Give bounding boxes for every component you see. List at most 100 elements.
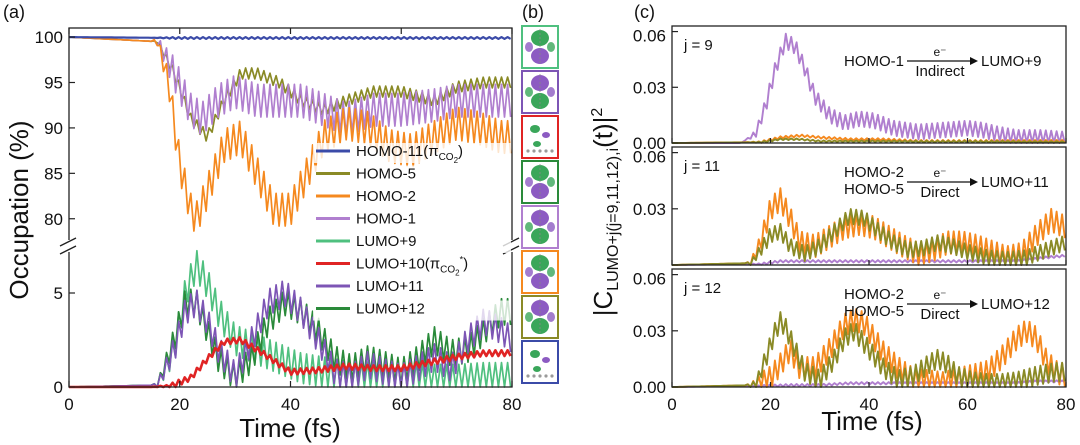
x-tick-label: 60 <box>392 395 411 414</box>
orbital-lobe <box>547 177 555 187</box>
series-line-homo5 <box>671 208 1066 266</box>
orbital-lobe <box>525 312 533 322</box>
legend-text: LUMO+10(π <box>356 256 440 273</box>
transfer-arrowhead <box>970 57 978 65</box>
orbital-lobe <box>531 93 549 109</box>
x-tick-label: 40 <box>281 395 300 414</box>
y-tick-label: 5 <box>54 284 63 303</box>
orbital-lobe <box>547 222 555 232</box>
legend-text: HOMO-2 <box>356 188 416 205</box>
orbital-lumo10 <box>521 115 559 159</box>
transfer-arrowhead <box>970 178 978 186</box>
x-tick-label: 0 <box>64 395 73 414</box>
legend-backdrop <box>313 255 511 276</box>
legend-label-lumo11: LUMO+11 <box>356 278 424 295</box>
legend-subscript: CO <box>439 152 454 163</box>
subpanel-1-annotation: j = 9 HOMO-1 e⁻ Indirect LUMO+9 <box>683 37 1041 80</box>
atom-dot <box>532 374 536 378</box>
legend-backdrop <box>313 188 511 208</box>
orbital-lobe <box>531 273 549 289</box>
series-line-homo11 <box>69 36 512 40</box>
from-orbital-label: HOMO-1 <box>844 53 904 70</box>
subpanel-2-series <box>671 187 1066 266</box>
x-tick-label: 80 <box>503 395 522 414</box>
orbital-lumo9 <box>521 25 559 69</box>
y-tick-label: 0.06 <box>633 148 666 167</box>
legend-backdrop <box>313 233 511 253</box>
panel-c-y-label-suffix: (t)| <box>588 117 618 148</box>
orbital-lobe <box>547 42 555 52</box>
orbital-lobe <box>525 42 533 52</box>
panel-c-x-axis-label: Time (fs) <box>821 406 923 436</box>
y-tick-label: 0 <box>54 378 63 397</box>
legend-label-lumo9: LUMO+9 <box>356 233 416 250</box>
panel-label-c: (c) <box>634 2 655 22</box>
y-tick-label: 0.00 <box>633 378 666 397</box>
y-tick-label: 0.03 <box>633 322 666 341</box>
from-orbital-label: HOMO-5 <box>844 181 904 198</box>
orbital-homo2 <box>521 250 559 294</box>
orbital-lobe <box>547 312 555 322</box>
legend-text: LUMO+12 <box>356 301 425 318</box>
series-line-homo1 <box>672 32 1066 144</box>
from-orbital-label: HOMO-5 <box>844 303 904 320</box>
legend-backdrop <box>313 143 511 163</box>
legend-backdrop <box>313 210 511 231</box>
orbital-lobe <box>542 132 550 138</box>
orbital-lobe <box>525 87 533 97</box>
orbital-lobe <box>533 366 541 372</box>
legend-text: HOMO-1 <box>356 211 416 228</box>
mechanism-label: Direct <box>920 184 960 201</box>
y-tick-label: 100 <box>35 28 63 47</box>
panel-label-a: (a) <box>3 2 25 22</box>
atom-dot <box>544 374 548 378</box>
j-label: j = 12 <box>683 280 721 297</box>
legend-backdrop <box>313 300 511 321</box>
from-orbital-label: HOMO-2 <box>844 164 904 181</box>
panel-a-ticks: 0 20 40 60 80 80 85 90 95 100 0 5 <box>35 28 522 414</box>
x-tick-label: 60 <box>958 395 977 414</box>
y-tick-label: 90 <box>44 119 63 138</box>
subpanel-3-series <box>671 308 1066 388</box>
atom-dot <box>538 149 542 153</box>
y-tick-label: 0.06 <box>633 27 666 46</box>
legend-subscript-2: 2 <box>455 269 460 278</box>
series-line-homo5 <box>68 36 512 142</box>
to-orbital-label: LUMO+9 <box>981 53 1041 70</box>
panel-c-y-label-prefix: |C <box>588 291 618 317</box>
legend-text: HOMO-5 <box>356 166 416 183</box>
subpanel-1-series <box>672 32 1066 144</box>
y-tick-label: 85 <box>44 164 63 183</box>
series-line-homo5 <box>671 311 1066 388</box>
legend-subscript: CO <box>440 265 455 276</box>
legend-label-lumo10: LUMO+10(πCO2*) <box>356 255 468 278</box>
y-tick-label: 95 <box>44 74 63 93</box>
orbital-lobe <box>531 228 549 244</box>
atom-dot <box>526 374 530 378</box>
y-tick-label: 0.06 <box>633 270 666 289</box>
orbital-lobe <box>531 183 549 199</box>
panel-a-x-axis-label: Time (fs) <box>239 413 341 443</box>
y-tick-label: 80 <box>44 210 63 229</box>
panel-c-coefficient-charts: 0.000.030.060.030.060.030.060.000 20 40 60 8… <box>588 25 1076 436</box>
panel-c-y-axis-label: |CLUMO+j(j=9,11,12),i(t)|2 <box>588 108 622 317</box>
atom-dot <box>538 374 542 378</box>
orbital-lobe <box>531 48 549 64</box>
orbital-lobe <box>542 357 550 363</box>
legend-superscript: * <box>460 255 464 265</box>
electron-label: e⁻ <box>933 45 946 59</box>
legend-backdrop <box>313 278 511 298</box>
orbital-homo1 <box>521 205 559 249</box>
panel-a-occupation-chart: 0 20 40 60 80 80 85 90 95 100 0 5 Time (fs) Occupat… <box>4 27 522 443</box>
atom-dot <box>532 149 536 153</box>
legend-text: HOMO-11(π <box>356 143 439 160</box>
y-tick-label: 0.00 <box>633 134 666 153</box>
atom-dot <box>550 374 554 378</box>
panel-c-ticks: 0.000.030.060.030.060.030.060.000 20 40 60 8… <box>633 27 1076 414</box>
transfer-arrowhead <box>970 300 978 308</box>
x-tick-label: 20 <box>761 395 780 414</box>
legend-text: LUMO+11 <box>356 278 424 295</box>
orbital-lobe <box>547 87 555 97</box>
